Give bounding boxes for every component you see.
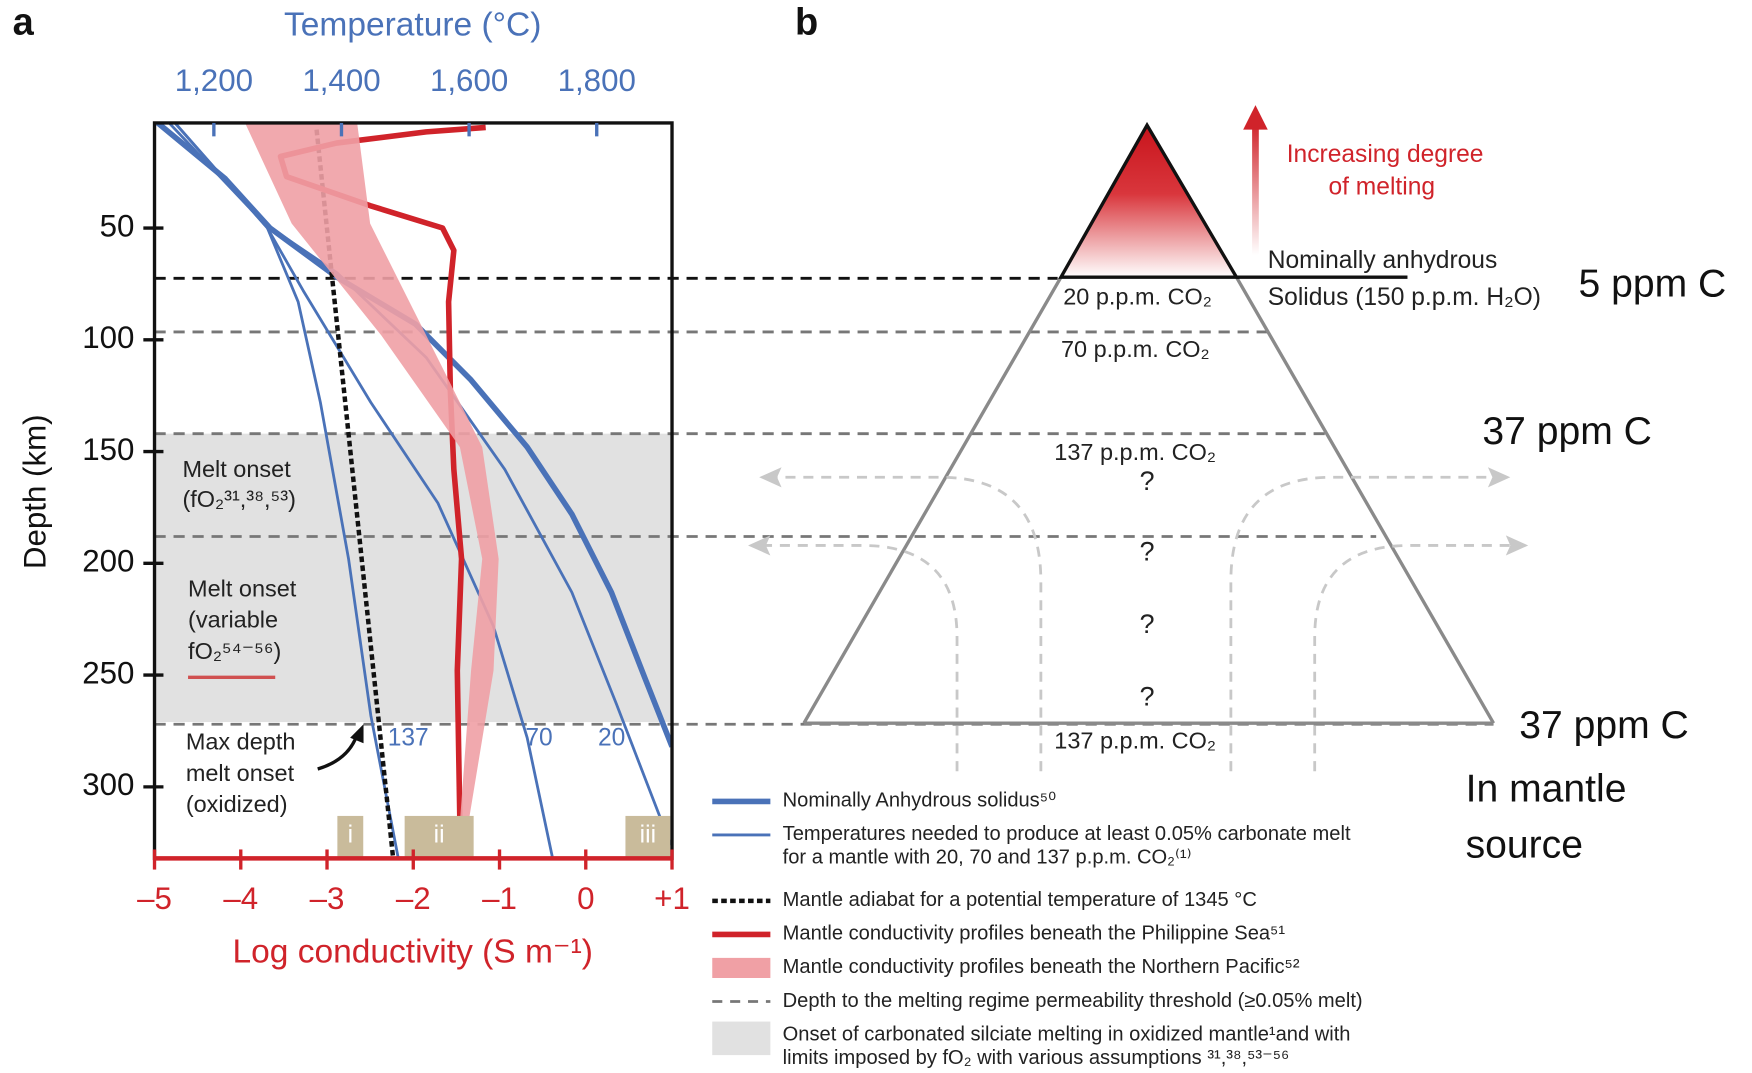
note: 5 ppm C — [1578, 262, 1726, 305]
figure: 1377020iiiiii50100150200250300Depth (km)… — [0, 0, 1752, 1073]
co2-level: 70 p.p.m. CO₂ — [1061, 336, 1210, 362]
y-tick-label: 300 — [82, 767, 134, 802]
annotation: (oxidized) — [186, 791, 288, 817]
annotation: Melt onset — [182, 456, 291, 482]
legend-swatch — [712, 1022, 770, 1056]
range-label: iii — [640, 822, 656, 849]
x-tick-label: –3 — [310, 881, 345, 916]
curve-label: 20 — [598, 724, 625, 751]
y-tick-label: 200 — [82, 544, 134, 579]
legend-swatch — [712, 958, 770, 978]
panel-label: a — [13, 2, 35, 44]
x-tick-label: –1 — [482, 881, 517, 916]
solidus-label: Solidus (150 p.p.m. H₂O) — [1268, 284, 1541, 311]
x-tick-label: 0 — [577, 881, 594, 916]
co2-level: 137 p.p.m. CO₂ — [1054, 727, 1216, 753]
x2-axis-title: Temperature (°C) — [284, 7, 541, 44]
y-tick-label: 250 — [82, 655, 134, 690]
annotation: Max depth — [186, 728, 296, 754]
curve-label: 70 — [525, 724, 552, 751]
question-mark: ? — [1140, 536, 1155, 566]
co2-level: 137 p.p.m. CO₂ — [1054, 439, 1216, 465]
panel-label: b — [795, 2, 818, 44]
legend-label: Temperatures needed to produce at least … — [783, 823, 1351, 845]
y-tick-label: 50 — [100, 208, 135, 243]
arrow-shaft — [1252, 123, 1259, 255]
legend-label: Nominally Anhydrous solidus⁵⁰ — [783, 790, 1056, 812]
legend-label: Mantle conductivity profiles beneath the… — [783, 956, 1300, 978]
y-tick-label: 100 — [82, 320, 134, 355]
arrow-label: Increasing degree — [1287, 141, 1484, 168]
annotation: (fO₂³¹,³⁸,⁵³) — [182, 486, 295, 512]
x-tick-label: +1 — [654, 881, 690, 916]
note: 37 ppm C — [1519, 704, 1689, 747]
x2-tick-label: 1,400 — [302, 63, 380, 98]
y-tick-label: 150 — [82, 432, 134, 467]
arrow-label: of melting — [1328, 173, 1435, 200]
note: source — [1466, 824, 1583, 867]
co2-level: 20 p.p.m. CO₂ — [1063, 284, 1212, 310]
solidus-label: Nominally anhydrous — [1268, 247, 1498, 274]
legend-label: limits imposed by fO₂ with various assum… — [783, 1047, 1290, 1069]
x2-tick-label: 1,600 — [430, 63, 508, 98]
legend-label: Depth to the melting regime permeability… — [783, 990, 1363, 1012]
x2-tick-label: 1,800 — [558, 63, 636, 98]
question-mark: ? — [1140, 466, 1155, 496]
x-tick-label: –4 — [223, 881, 258, 916]
annotation: melt onset — [186, 760, 295, 786]
note: In mantle — [1466, 768, 1627, 811]
question-mark: ? — [1140, 609, 1155, 639]
x-tick-label: –5 — [137, 881, 172, 916]
x-tick-label: –2 — [396, 881, 431, 916]
legend-label: for a mantle with 20, 70 and 137 p.p.m. … — [783, 847, 1192, 869]
legend-label: Onset of carbonated silciate melting in … — [783, 1023, 1351, 1045]
range-label: i — [348, 822, 353, 849]
curve-label: 137 — [388, 724, 429, 751]
legend-label: Mantle adiabat for a potential temperatu… — [783, 889, 1257, 911]
legend-label: Mantle conductivity profiles beneath the… — [783, 923, 1286, 945]
x2-tick-label: 1,200 — [175, 63, 253, 98]
annotation: (variable — [188, 607, 278, 633]
note: 37 ppm C — [1482, 410, 1652, 453]
annotation: Melt onset — [188, 575, 297, 601]
range-label: ii — [434, 822, 445, 849]
annotation: fO₂⁵⁴⁻⁵⁶) — [188, 638, 281, 664]
y-axis-title: Depth (km) — [17, 414, 52, 569]
question-mark: ? — [1140, 682, 1155, 712]
x-axis-title: Log conductivity (S m⁻¹) — [232, 933, 592, 970]
